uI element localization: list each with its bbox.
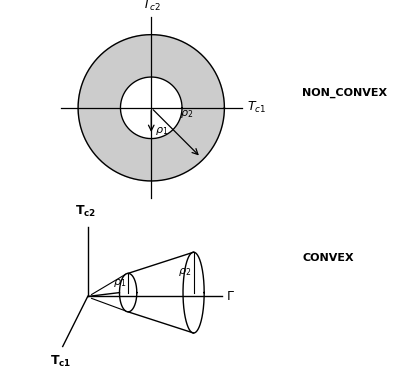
Text: CONVEX: CONVEX <box>302 253 354 263</box>
Circle shape <box>78 35 224 181</box>
Text: $\mathbf{T_{c1}}$: $\mathbf{T_{c1}}$ <box>50 354 71 369</box>
Text: $T_{c1}$: $T_{c1}$ <box>246 100 266 116</box>
Text: $\rho_2$: $\rho_2$ <box>178 266 192 278</box>
Text: $\rho_1$: $\rho_1$ <box>113 277 126 289</box>
Circle shape <box>121 77 182 139</box>
Text: $\rho_2$: $\rho_2$ <box>180 107 193 119</box>
Text: NON_CONVEX: NON_CONVEX <box>302 87 388 97</box>
Text: $T_{c2}$: $T_{c2}$ <box>142 0 161 13</box>
Text: $\Gamma$: $\Gamma$ <box>226 290 235 303</box>
Text: $\mathbf{T_{c2}}$: $\mathbf{T_{c2}}$ <box>75 204 96 219</box>
Text: $\rho_1$: $\rho_1$ <box>155 125 168 137</box>
